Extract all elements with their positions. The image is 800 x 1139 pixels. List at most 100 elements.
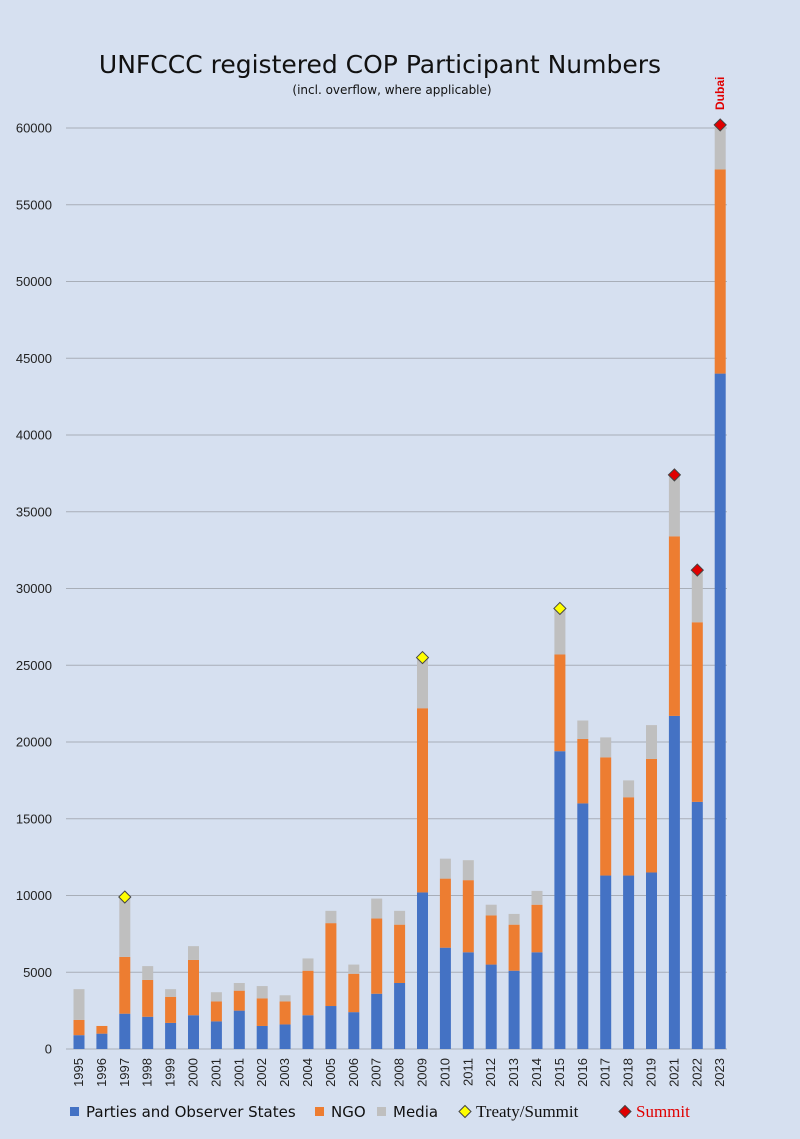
- bar-segment-media: [348, 964, 360, 974]
- bar-segment-parties: [233, 1010, 245, 1049]
- bar-segment-parties: [279, 1024, 291, 1049]
- bar-segment-parties: [165, 1022, 177, 1049]
- bar-segment-ngo: [233, 990, 245, 1011]
- chart-title: UNFCCC registered COP Participant Number…: [99, 50, 661, 79]
- bar-segment-parties: [623, 875, 635, 1049]
- legend-label: Summit: [636, 1102, 690, 1121]
- bar-segment-parties: [485, 964, 497, 1049]
- bar-segment-media: [188, 946, 199, 960]
- bar-segment-ngo: [119, 956, 131, 1014]
- bar-segment-media: [462, 860, 474, 881]
- bar-segment-media: [279, 995, 291, 1002]
- bar-segment-parties: [508, 970, 520, 1049]
- bar-segment-parties: [531, 952, 543, 1049]
- bar-segment-media: [302, 958, 314, 971]
- bar-segment-media: [600, 737, 612, 758]
- x-tick-label: 2016: [575, 1058, 590, 1087]
- legend-label: NGO: [331, 1103, 366, 1121]
- bar-segment-parties: [302, 1015, 314, 1049]
- summit-marker: [713, 118, 727, 132]
- x-tick-label: 2021: [666, 1058, 681, 1087]
- bar-segment-ngo: [73, 1019, 85, 1036]
- treaty-summit-marker: [118, 890, 132, 904]
- y-tick-label: 50000: [16, 274, 52, 289]
- x-tick-label: 1998: [140, 1058, 155, 1087]
- bar-segment-media: [508, 913, 520, 925]
- annotation-label: Dubai: [713, 77, 727, 110]
- bar-segment-ngo: [256, 998, 268, 1026]
- x-tick-label: 2005: [323, 1058, 338, 1087]
- x-tick-label: 1997: [117, 1058, 132, 1087]
- bar-segment-media: [233, 982, 245, 991]
- y-tick-label: 30000: [16, 581, 52, 596]
- x-tick-label: 2012: [483, 1058, 498, 1087]
- y-tick-label: 10000: [16, 888, 52, 903]
- legend-swatch: [377, 1107, 386, 1116]
- bar-segment-media: [165, 989, 177, 997]
- y-tick-label: 55000: [16, 197, 52, 212]
- treaty-summit-marker: [415, 650, 430, 665]
- legend-label: Treaty/Summit: [476, 1102, 579, 1121]
- y-tick-label: 40000: [16, 428, 52, 443]
- annotations: Dubai: [713, 77, 727, 110]
- bar-segment-parties: [73, 1035, 85, 1049]
- bar-segment-parties: [600, 875, 612, 1049]
- bar-segment-media: [623, 780, 635, 798]
- y-tick-label: 20000: [16, 735, 52, 750]
- legend-parties: Parties and Observer States: [70, 1103, 296, 1121]
- bar-segment-ngo: [691, 622, 703, 802]
- bar-segment-media: [73, 989, 85, 1020]
- bar-segment-media: [394, 910, 406, 925]
- legend-swatch: [458, 1104, 472, 1119]
- legend-swatch: [618, 1104, 632, 1119]
- bar-segment-parties: [714, 373, 726, 1050]
- x-tick-label: 2015: [552, 1058, 567, 1087]
- bar-segment-parties: [554, 751, 566, 1049]
- x-tick-label: 2009: [415, 1058, 430, 1087]
- bar-segment-ngo: [302, 970, 314, 1016]
- bar-segment-parties: [188, 1015, 199, 1049]
- y-tick-label: 35000: [16, 504, 52, 519]
- bar-segment-parties: [256, 1025, 268, 1049]
- x-tick-label: 2002: [254, 1058, 269, 1087]
- y-axis: 0 5000 10000 15000 20000 25000 30000 35000 40000…: [16, 121, 52, 1057]
- bar-segment-media: [142, 966, 154, 980]
- bar-segment-media: [210, 992, 222, 1002]
- x-tick-label: 1996: [94, 1058, 109, 1087]
- bar-segment-media: [554, 608, 566, 655]
- bar-segment-media: [371, 898, 383, 919]
- bar-segment-parties: [348, 1012, 360, 1049]
- bar-segment-ngo: [623, 797, 635, 876]
- bar-segment-ngo: [279, 1001, 291, 1025]
- bar-segment-ngo: [96, 1025, 108, 1034]
- y-tick-label: 0: [45, 1042, 52, 1057]
- x-axis: 1995 1996 1997 1998 1999 2000 2001 2001 2002 2003…: [71, 1058, 727, 1087]
- bar-segment-parties: [577, 803, 589, 1049]
- bar-segment-parties: [646, 872, 657, 1049]
- bar-segment-parties: [439, 947, 451, 1049]
- legend-label: Media: [393, 1103, 438, 1121]
- x-tick-label: 2001: [208, 1058, 223, 1087]
- bar-segment-media: [119, 897, 131, 957]
- bar-segment-ngo: [325, 923, 337, 1007]
- y-tick-label: 45000: [16, 351, 52, 366]
- legend-swatch: [315, 1107, 324, 1116]
- chart-subtitle: (incl. overflow, where applicable): [292, 83, 491, 97]
- x-tick-label: 2023: [712, 1058, 727, 1087]
- x-tick-label: 2007: [369, 1058, 384, 1087]
- bar-segment-parties: [96, 1033, 108, 1049]
- bar-segment-ngo: [417, 708, 428, 893]
- bar-segment-media: [417, 657, 428, 709]
- bar-segment-parties: [394, 982, 406, 1049]
- x-tick-label: 2004: [300, 1058, 315, 1087]
- y-tick-label: 5000: [23, 965, 52, 980]
- bar-segment-ngo: [485, 915, 497, 965]
- bar-segment-media: [439, 858, 451, 879]
- x-tick-label: 2022: [689, 1058, 704, 1087]
- bar-segment-parties: [417, 892, 428, 1049]
- bar-segment-parties: [142, 1016, 154, 1049]
- x-tick-label: 2006: [346, 1058, 361, 1087]
- x-tick-label: 2014: [529, 1058, 544, 1087]
- x-tick-label: 2017: [598, 1058, 613, 1087]
